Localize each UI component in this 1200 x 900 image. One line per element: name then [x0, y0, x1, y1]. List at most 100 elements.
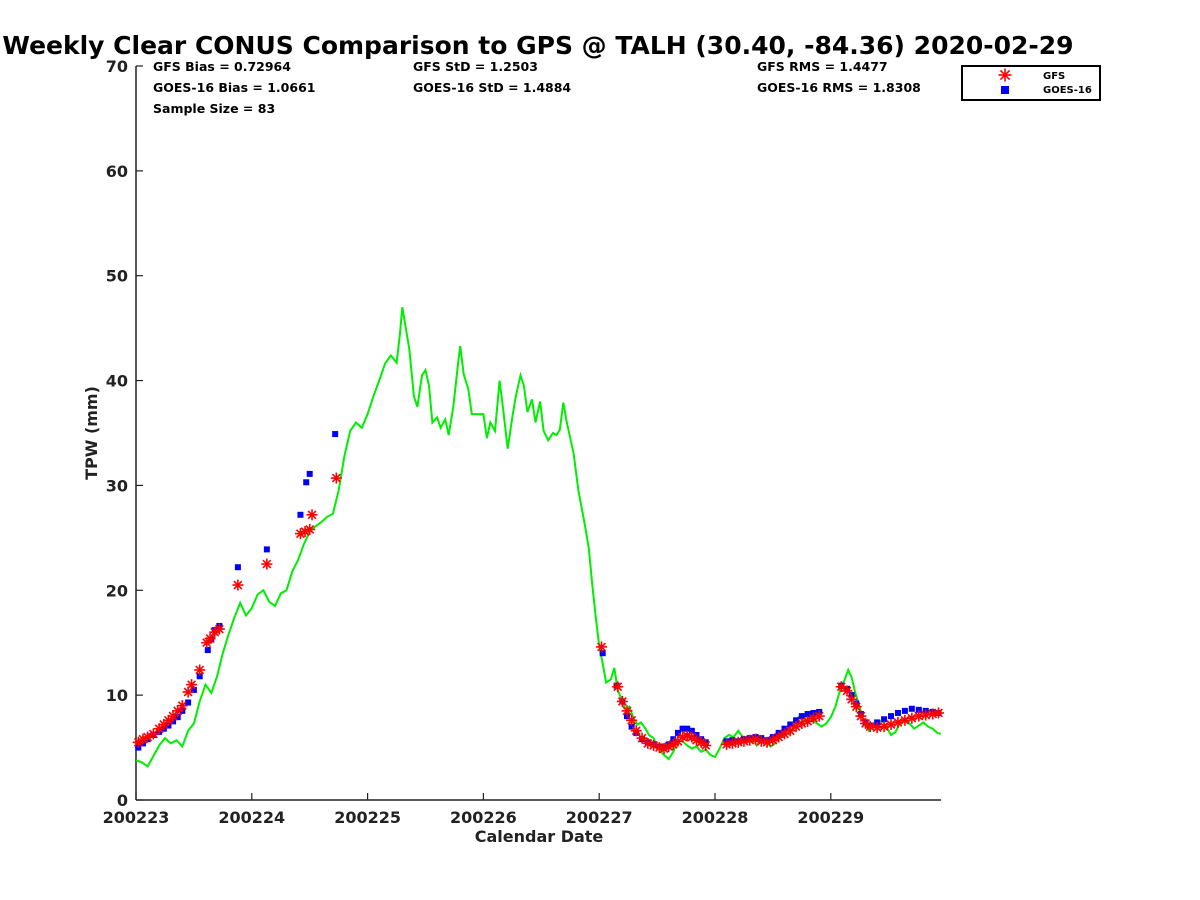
- y-tick-label: 70: [106, 57, 128, 76]
- y-axis-label: TPW (mm): [82, 386, 101, 480]
- gfs-series: [132, 472, 944, 755]
- gfs-point: [306, 509, 318, 521]
- goes16-point: [674, 729, 681, 736]
- gfs-point: [630, 725, 642, 737]
- stat-goes-std: GOES-16 StD = 1.4884: [413, 80, 571, 95]
- gfs-point: [626, 714, 638, 726]
- plot-area: [132, 66, 944, 801]
- stat-sample-size: Sample Size = 83: [153, 101, 275, 116]
- goes16-point: [234, 564, 241, 571]
- gfs-point: [621, 705, 633, 717]
- goes16-point: [204, 647, 211, 654]
- y-tick-label: 0: [117, 791, 128, 810]
- gfs-point: [864, 721, 876, 733]
- gfs-point: [330, 472, 342, 484]
- gfs-point: [616, 695, 628, 707]
- legend-gfs-marker: [998, 68, 1012, 82]
- gfs-point: [738, 735, 750, 747]
- x-tick-label: 200228: [682, 808, 749, 827]
- stats-block: GFS Bias = 0.72964 GOES-16 Bias = 1.0661…: [153, 59, 921, 116]
- goes16-point: [915, 706, 922, 713]
- goes16-point: [688, 727, 695, 734]
- goes16-point: [297, 511, 304, 518]
- gfs-point: [612, 681, 624, 693]
- goes16-point: [190, 686, 197, 693]
- gfs-point: [204, 633, 216, 645]
- legend: GFS GOES-16: [961, 65, 1101, 101]
- gfs-point: [784, 725, 796, 737]
- gfs-point: [232, 579, 244, 591]
- goes16-point: [901, 707, 908, 714]
- gfs-point: [846, 693, 858, 705]
- y-axis-ticks: 0 10 20 30 40 50 60 70: [106, 57, 143, 810]
- gfs-point: [850, 701, 862, 713]
- x-axis-label: Calendar Date: [475, 827, 604, 846]
- legend-goes-square: [1001, 86, 1009, 94]
- goes16-point: [174, 714, 181, 721]
- gfs-point: [653, 742, 665, 754]
- goes16-point: [787, 721, 794, 728]
- goes16-point: [196, 673, 203, 680]
- gfs-point: [920, 709, 932, 721]
- gfs-point: [700, 739, 712, 751]
- gfs-point: [913, 710, 925, 722]
- goes16-point: [332, 431, 339, 438]
- gfs-point: [261, 558, 273, 570]
- legend-gfs-asterisk: [998, 68, 1012, 82]
- gfs-point: [892, 716, 904, 728]
- x-tick-label: 200224: [218, 808, 285, 827]
- stat-gfs-std: GFS StD = 1.2503: [413, 59, 538, 74]
- legend-box: [961, 65, 1101, 101]
- goes16-point: [306, 470, 313, 477]
- gps-line: [135, 307, 942, 768]
- x-tick-label: 200227: [566, 808, 633, 827]
- stat-gfs-rms: GFS RMS = 1.4477: [757, 59, 888, 74]
- stat-goes-bias: GOES-16 Bias = 1.0661: [153, 80, 315, 95]
- gfs-point: [677, 731, 689, 743]
- goes16-point: [684, 725, 691, 732]
- stat-goes-rms: GOES-16 RMS = 1.8308: [757, 80, 921, 95]
- gfs-point: [176, 700, 188, 712]
- y-tick-label: 40: [106, 372, 128, 391]
- gfs-point: [186, 679, 198, 691]
- goes16-point: [263, 546, 270, 553]
- x-tick-label: 200223: [103, 808, 170, 827]
- y-tick-label: 10: [106, 686, 128, 705]
- gfs-point: [194, 664, 206, 676]
- legend-goes-marker: [1001, 86, 1009, 94]
- y-tick-label: 30: [106, 476, 128, 495]
- y-tick-label: 20: [106, 581, 128, 600]
- gfs-point: [855, 710, 867, 722]
- gfs-point: [158, 719, 170, 731]
- gfs-point: [167, 710, 179, 722]
- goes16-point: [881, 716, 888, 723]
- x-tick-label: 200226: [450, 808, 517, 827]
- y-tick-label: 50: [106, 267, 128, 286]
- goes16-point: [599, 650, 606, 657]
- goes16-point: [793, 717, 800, 724]
- gfs-point: [835, 681, 847, 693]
- goes16-point: [679, 725, 686, 732]
- y-tick-label: 60: [106, 162, 128, 181]
- x-tick-label: 200225: [334, 808, 401, 827]
- goes16-point: [804, 711, 811, 718]
- stat-gfs-bias: GFS Bias = 0.72964: [153, 59, 291, 74]
- legend-gfs-label: GFS: [1043, 71, 1065, 82]
- gfs-point: [932, 707, 944, 719]
- x-tick-label: 200229: [797, 808, 864, 827]
- goes16-point: [628, 723, 635, 730]
- gfs-point: [304, 523, 316, 535]
- goes16-point: [908, 705, 915, 712]
- gfs-point: [841, 685, 853, 697]
- legend-goes-label: GOES-16: [1043, 85, 1092, 96]
- gfs-point: [813, 710, 825, 722]
- goes16-point: [888, 713, 895, 720]
- chart-title: Weekly Clear CONUS Comparison to GPS @ T…: [2, 31, 1073, 60]
- x-axis-ticks: 200223 200224 200225 200226 200227 200228 2002…: [103, 793, 864, 827]
- gfs-point: [596, 641, 608, 653]
- goes16-point: [303, 479, 310, 486]
- gfs-point: [871, 722, 883, 734]
- gfs-point: [213, 623, 225, 635]
- gfs-point: [906, 712, 918, 724]
